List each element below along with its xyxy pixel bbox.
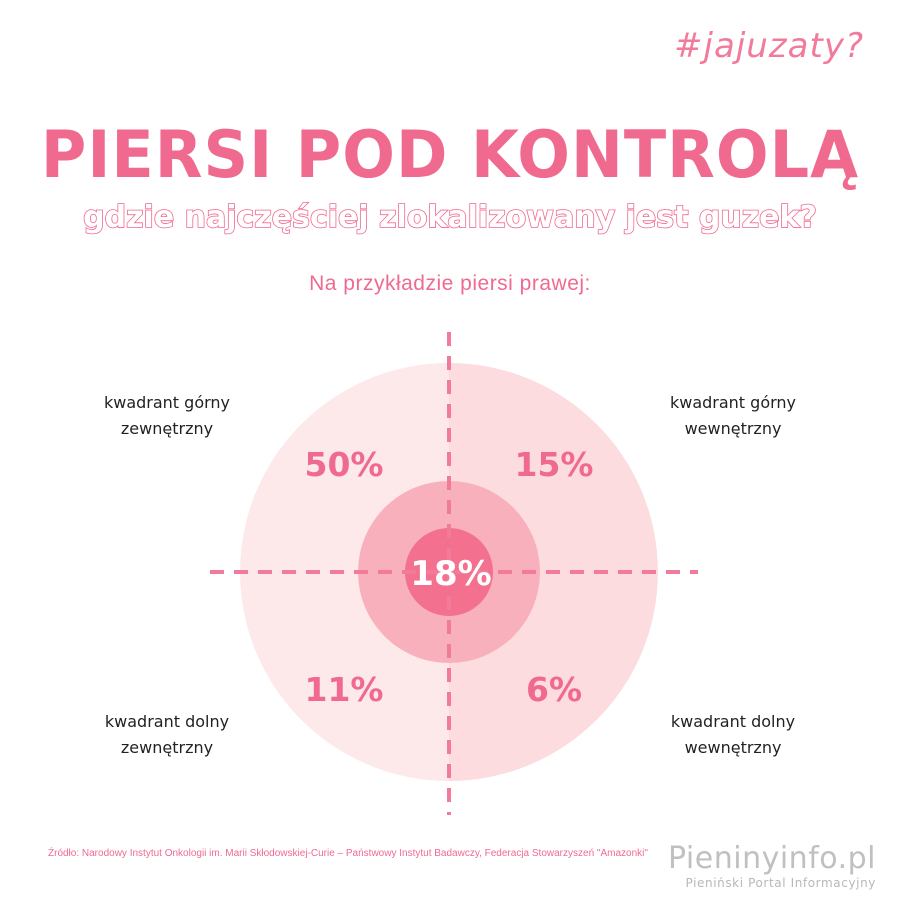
page-title: PIERSI POD KONTROLĄ	[40, 116, 860, 193]
source-note: Źródło: Narodowy Instytut Onkologii im. …	[48, 848, 648, 859]
label-lower-inner-line2: wewnętrzny	[684, 738, 782, 757]
example-note: Na przykładzie piersi prawej:	[309, 272, 591, 295]
label-lower-outer: kwadrant dolny zewnętrzny	[67, 709, 267, 761]
label-upper-inner-line2: wewnętrzny	[684, 419, 782, 438]
outer-circle-left-half	[240, 363, 449, 781]
lower-inner-percent: 6%	[526, 670, 582, 709]
label-upper-outer-line1: kwadrant górny	[103, 393, 231, 412]
center-percent: 18%	[410, 554, 491, 594]
label-upper-inner: kwadrant górny wewnętrzny	[633, 390, 833, 442]
label-lower-outer-line1: kwadrant dolny	[104, 712, 230, 731]
label-lower-outer-line2: zewnętrzny	[120, 738, 214, 757]
brand-tagline: Pieniński Portal Informacyjny	[685, 876, 876, 890]
hashtag: #jajuzaty?	[674, 26, 864, 66]
label-lower-inner-line1: kwadrant dolny	[670, 712, 796, 731]
label-upper-outer-line2: zewnętrzny	[120, 419, 214, 438]
label-lower-inner: kwadrant dolny wewnętrzny	[633, 709, 833, 761]
page-subtitle: gdzie najczęściej zlokalizowany jest guz…	[82, 199, 817, 236]
upper-inner-percent: 15%	[515, 445, 594, 484]
lower-outer-percent: 11%	[305, 670, 384, 709]
brand-name: Pieninyinfo.pl	[668, 841, 876, 876]
label-upper-inner-line1: kwadrant górny	[669, 393, 797, 412]
upper-outer-percent: 50%	[305, 445, 384, 484]
label-upper-outer: kwadrant górny zewnętrzny	[67, 390, 267, 442]
brand-logo: Pieninyinfo.pl Pieniński Portal Informac…	[668, 841, 876, 891]
